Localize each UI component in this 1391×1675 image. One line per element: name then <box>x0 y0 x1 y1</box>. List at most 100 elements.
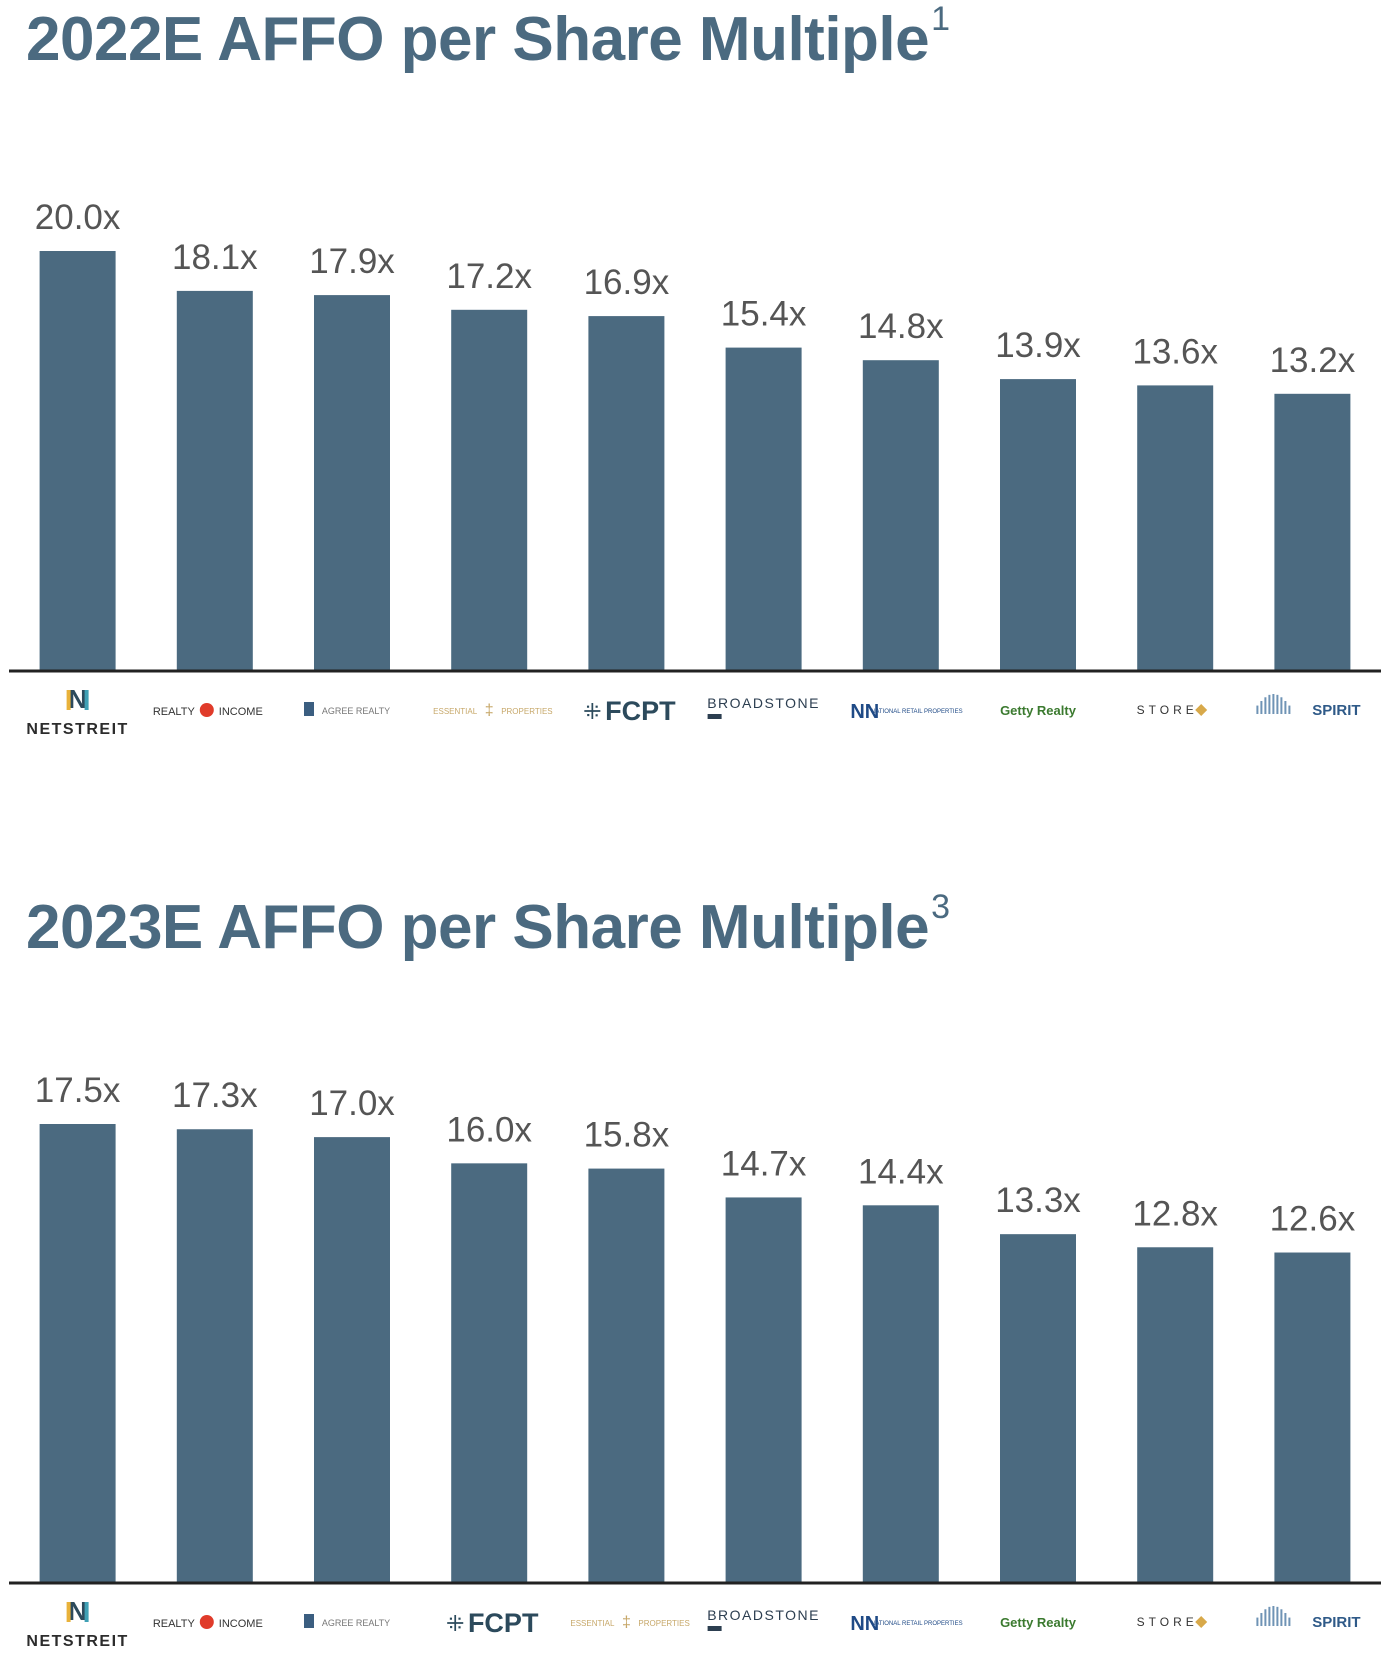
logo-mark <box>1272 1606 1275 1626</box>
logo-mark <box>1260 701 1263 714</box>
chart-title-2023: 2023E AFFO per Share Multiple3 <box>26 888 950 962</box>
logo-mark <box>199 1615 214 1629</box>
logo-text: NATIONAL RETAIL PROPERTIES <box>871 709 963 715</box>
logo-mark <box>1268 694 1271 714</box>
logo-getty-realty: Getty Realty <box>1000 703 1077 718</box>
logo-mark <box>1276 694 1279 714</box>
logo-text: FCPT <box>468 1608 539 1638</box>
data-label: 15.4x <box>721 295 807 334</box>
bar <box>1000 379 1076 671</box>
bar <box>862 1205 939 1583</box>
logo-accent <box>84 1602 89 1622</box>
logo-mark <box>1195 1616 1208 1628</box>
logo-fcpt: ⁜ FCPT <box>446 1608 539 1638</box>
bar <box>862 360 939 671</box>
data-label: 17.0x <box>309 1084 395 1123</box>
data-label: 13.6x <box>1132 332 1218 371</box>
logo-text: BROADSTONE <box>707 1607 820 1623</box>
chart-title-2022: 2022E AFFO per Share Multiple1 <box>26 0 950 74</box>
data-label: 18.1x <box>172 238 258 277</box>
data-label: 14.4x <box>858 1152 944 1191</box>
logo-store-capital: STORE <box>1137 703 1208 717</box>
logo-mark <box>707 1626 722 1631</box>
logo-mark <box>1272 694 1275 714</box>
logo-text: Getty Realty <box>1000 1615 1077 1630</box>
data-label: 16.9x <box>584 263 670 302</box>
logo-mark: N <box>68 684 87 714</box>
data-label: 17.9x <box>309 242 395 281</box>
bar <box>1274 1252 1351 1583</box>
data-label: 17.3x <box>172 1076 258 1115</box>
data-label: 14.8x <box>858 307 944 346</box>
bar <box>1274 393 1351 671</box>
bar <box>314 295 390 671</box>
logo-mark <box>707 714 722 719</box>
logo-mark <box>1268 1606 1271 1626</box>
logo-text: BROADSTONE <box>707 695 820 711</box>
data-label: 13.2x <box>1270 341 1356 380</box>
bar <box>176 290 253 671</box>
bar <box>39 1124 116 1583</box>
logo-spirit-realty: SPIRIT <box>1256 1606 1361 1631</box>
logo-mark <box>1195 704 1208 716</box>
logo-mark <box>199 703 214 717</box>
logo-text: INCOME <box>219 1618 263 1630</box>
logo-essential-properties: ESSENTIAL ‡ PROPERTIES <box>433 702 552 719</box>
logo-mark <box>1284 1613 1287 1626</box>
logo-accent <box>66 1602 71 1622</box>
logo-essential-properties: ESSENTIAL ‡ PROPERTIES <box>570 1614 689 1631</box>
bar <box>1000 1234 1076 1583</box>
logo-text: REALTY <box>153 706 196 718</box>
logo-text: Getty Realty <box>1000 703 1077 718</box>
bar <box>725 347 802 671</box>
logo-broadstone: BROADSTONE <box>707 1607 820 1631</box>
logo-mark <box>1264 697 1267 714</box>
data-label: 12.6x <box>1270 1200 1356 1239</box>
logo-mark <box>1280 1609 1283 1626</box>
data-label: 15.8x <box>584 1116 670 1155</box>
bar-chart-2023: 17.5x N NETSTREIT 17.3x REALTY INCOME 17.0x AGR… <box>9 1071 1381 1650</box>
bar <box>39 251 116 671</box>
logo-spirit-realty: SPIRIT <box>1256 694 1361 719</box>
logo-accent <box>84 690 89 710</box>
logo-mark <box>1276 1606 1279 1626</box>
logo-mark <box>304 702 314 716</box>
logo-text: NETSTREIT <box>26 721 128 738</box>
logo-mark: N <box>68 1596 87 1626</box>
logo-text: INCOME <box>219 706 263 718</box>
footnote-marker: 3 <box>931 888 950 926</box>
logo-mark <box>1280 697 1283 714</box>
data-label: 12.8x <box>1132 1194 1218 1233</box>
logo-text: STORE <box>1137 703 1198 717</box>
logo-text: ESSENTIAL <box>433 707 478 716</box>
bar <box>451 1163 528 1583</box>
logo-text: FCPT <box>605 696 676 726</box>
logo-mark: NN <box>850 1613 879 1635</box>
logo-netstreit: N NETSTREIT <box>26 684 128 738</box>
logo-text: REALTY <box>153 1618 196 1630</box>
data-label: 16.0x <box>446 1110 532 1149</box>
logo-mark <box>1288 1617 1291 1626</box>
data-label: 13.3x <box>995 1181 1081 1220</box>
logo-realty-income: REALTY INCOME <box>153 1615 263 1630</box>
logo-realty-income: REALTY INCOME <box>153 703 263 718</box>
bar <box>588 1168 665 1583</box>
footnote-marker: 1 <box>931 0 950 38</box>
logo-agree-realty: AGREE REALTY <box>304 702 390 716</box>
logo-broadstone: BROADSTONE <box>707 695 820 719</box>
logo-mark: ⁜ <box>583 699 601 724</box>
data-label: 13.9x <box>995 326 1081 365</box>
logo-mark: ‡ <box>485 702 494 719</box>
logo-mark <box>1260 1613 1263 1626</box>
logo-text: SPIRIT <box>1312 702 1360 719</box>
bar-chart-2022: 20.0x N NETSTREIT 18.1x REALTY INCOME 17.9x AGR… <box>9 198 1381 738</box>
data-label: 17.2x <box>446 257 532 296</box>
logo-text: AGREE REALTY <box>322 1618 390 1628</box>
bar <box>1137 1247 1214 1583</box>
logo-text: AGREE REALTY <box>322 706 390 716</box>
logo-text: ESSENTIAL <box>570 1619 615 1628</box>
logo-store-capital: STORE <box>1137 1615 1208 1629</box>
bar <box>725 1197 802 1583</box>
